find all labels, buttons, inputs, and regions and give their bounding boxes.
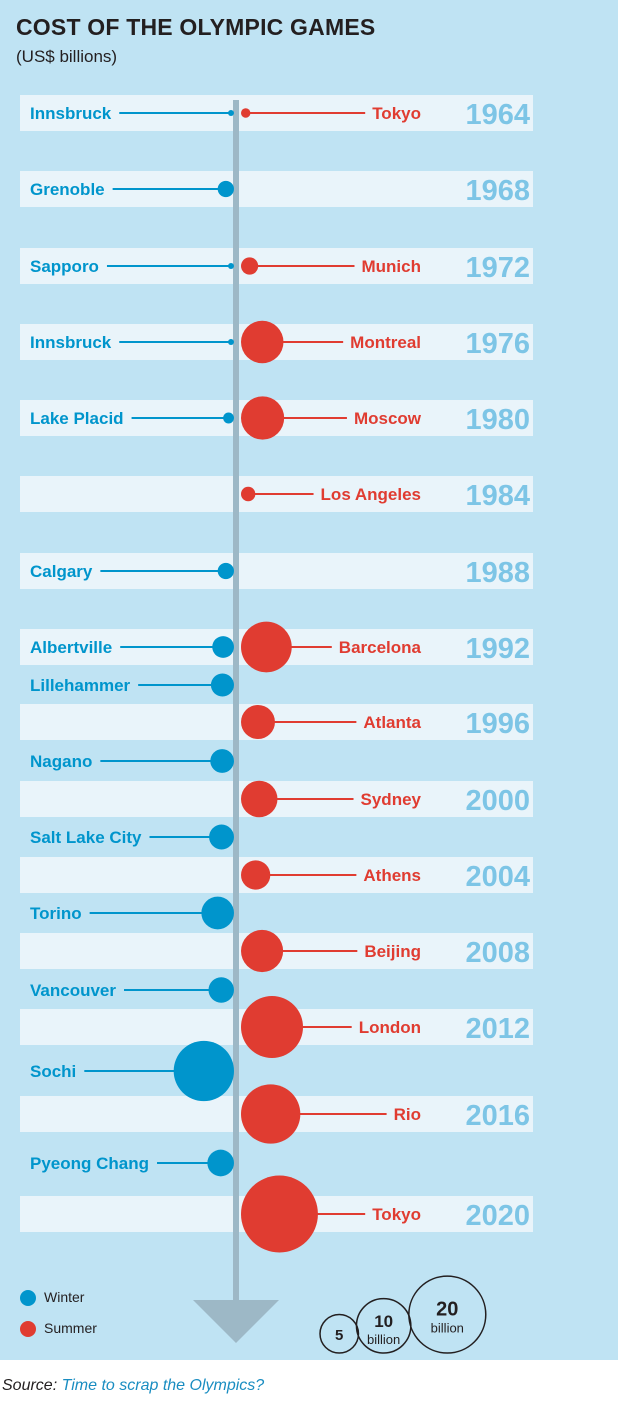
- timeline-shaft: [233, 100, 239, 1300]
- size-key-unit: billion: [367, 1332, 400, 1347]
- year-row: [20, 171, 533, 207]
- source-prefix: Source:: [2, 1377, 58, 1394]
- winter-city-label: Pyeong Chang: [30, 1154, 149, 1173]
- winter-city-label: Grenoble: [30, 180, 105, 199]
- year-label: 1992: [465, 633, 530, 665]
- summer-city-label: Sydney: [361, 790, 422, 809]
- timeline-arrowhead: [193, 1300, 279, 1343]
- winter-swatch: [20, 1290, 36, 1306]
- winter-cost-bubble: [217, 562, 234, 580]
- year-label: 1984: [465, 480, 530, 512]
- summer-city-label: Montreal: [350, 333, 421, 352]
- winter-city-label: Lillehammer: [30, 676, 131, 695]
- winter-cost-bubble: [210, 749, 234, 773]
- summer-cost-bubble: [241, 108, 251, 118]
- summer-cost-bubble: [241, 929, 284, 973]
- winter-cost-bubble: [228, 263, 234, 269]
- chart-marks: Innsbruck Grenoble Sapporo Innsbruck Lake Pl…: [30, 104, 422, 1253]
- winter-city-label: Sapporo: [30, 257, 99, 276]
- winter-cost-bubble: [228, 110, 234, 116]
- winter-cost-bubble: [208, 977, 234, 1003]
- summer-cost-bubble: [241, 621, 292, 673]
- winter-city-label: Salt Lake City: [30, 828, 142, 847]
- winter-cost-bubble: [201, 896, 234, 930]
- source-note: Source: Time to scrap the Olympics?: [2, 1377, 264, 1395]
- year-label: 2000: [465, 785, 530, 817]
- winter-city-label: Innsbruck: [30, 104, 112, 123]
- winter-cost-bubble: [207, 1149, 234, 1177]
- summer-cost-bubble: [241, 860, 271, 890]
- summer-cost-bubble: [240, 1084, 301, 1144]
- timeline-arrow: [193, 100, 279, 1343]
- summer-city-label: London: [359, 1018, 421, 1037]
- summer-city-label: Los Angeles: [321, 485, 421, 504]
- winter-cost-bubble: [212, 636, 234, 658]
- size-key-circle: [408, 1275, 487, 1354]
- summer-cost-bubble: [241, 257, 259, 275]
- year-row: [20, 553, 533, 589]
- year-label: 1996: [465, 708, 530, 740]
- winter-cost-bubble: [217, 180, 234, 198]
- summer-cost-bubble: [241, 780, 278, 818]
- year-label: 1980: [465, 404, 530, 436]
- chart-panel: COST OF THE OLYMPIC GAMES (US$ billions)…: [0, 0, 618, 1360]
- year-label: 2020: [465, 1200, 530, 1232]
- summer-city-label: Athens: [363, 866, 421, 885]
- winter-city-label: Lake Placid: [30, 409, 124, 428]
- summer-cost-bubble: [240, 1175, 318, 1253]
- year-label: 2016: [465, 1100, 530, 1132]
- winter-cost-bubble: [210, 673, 234, 697]
- year-label: 2008: [465, 937, 530, 969]
- summer-city-label: Barcelona: [339, 638, 422, 657]
- summer-cost-bubble: [240, 396, 285, 440]
- size-key-value: 10: [374, 1312, 393, 1331]
- year-label: 1964: [465, 99, 530, 131]
- winter-city-label: Calgary: [30, 562, 93, 581]
- winter-cost-bubble: [173, 1040, 234, 1102]
- size-key-unit: billion: [431, 1321, 464, 1336]
- summer-cost-bubble: [241, 320, 284, 364]
- winter-city-label: Sochi: [30, 1062, 76, 1081]
- legend-winter-label: Winter: [44, 1289, 85, 1305]
- size-key-value: 5: [335, 1327, 343, 1344]
- chart-title: COST OF THE OLYMPIC GAMES: [16, 14, 376, 40]
- winter-cost-bubble: [223, 412, 234, 424]
- summer-swatch: [20, 1321, 36, 1337]
- summer-cost-bubble: [241, 705, 275, 739]
- summer-city-label: Atlanta: [363, 713, 421, 732]
- winter-city-label: Nagano: [30, 752, 92, 771]
- year-label: 1976: [465, 328, 530, 360]
- year-label: 1968: [465, 175, 530, 207]
- winter-cost-bubble: [209, 824, 234, 850]
- winter-city-label: Albertville: [30, 638, 112, 657]
- summer-cost-bubble: [241, 995, 304, 1059]
- summer-city-label: Tokyo: [372, 104, 421, 123]
- summer-city-label: Beijing: [364, 942, 421, 961]
- legend-summer-label: Summer: [44, 1320, 97, 1336]
- year-label: 2012: [465, 1013, 530, 1045]
- summer-city-label: Moscow: [354, 409, 422, 428]
- winter-city-label: Vancouver: [30, 981, 116, 1000]
- source-link[interactable]: Time to scrap the Olympics?: [61, 1377, 265, 1394]
- summer-cost-bubble: [241, 486, 256, 502]
- year-label: 2004: [465, 861, 530, 893]
- summer-city-label: Tokyo: [372, 1205, 421, 1224]
- winter-city-label: Torino: [30, 904, 82, 923]
- summer-city-label: Rio: [394, 1105, 421, 1124]
- year-label: 1988: [465, 557, 530, 589]
- summer-city-label: Munich: [362, 257, 422, 276]
- winter-cost-bubble: [228, 339, 234, 345]
- year-label: 1972: [465, 252, 530, 284]
- size-key-value: 20: [436, 1299, 458, 1321]
- olympics-cost-chart: 1964 1968 1972 1976 1980 1984 1988 1992 1996 2000…: [20, 95, 533, 1354]
- winter-city-label: Innsbruck: [30, 333, 112, 352]
- chart-subtitle: (US$ billions): [16, 47, 118, 66]
- size-key-circle: [319, 1313, 360, 1354]
